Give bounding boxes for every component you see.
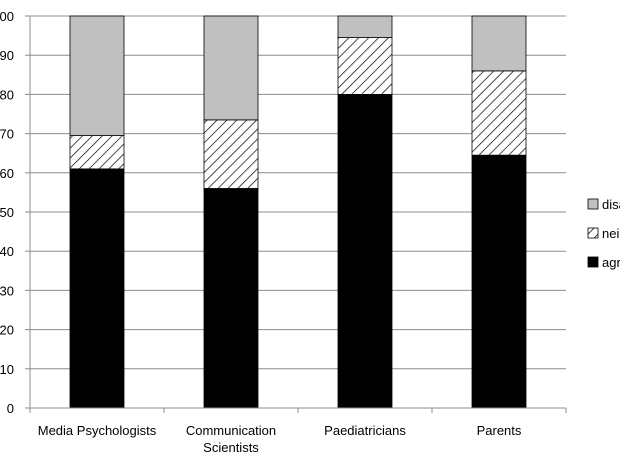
y-tick-label: 40 [0,244,14,259]
legend-label: nei [602,226,619,241]
y-tick-label: 70 [0,127,14,142]
y-tick-label: 20 [0,323,14,338]
bar-segment-nei [203,119,259,189]
bar-segment-agr [471,154,527,409]
bar-segment-disa [69,15,125,136]
bar-segment-agr [337,94,393,409]
legend-label: agr [602,255,620,270]
legend-label: disa [602,197,620,212]
category-label: Scientists [203,440,259,455]
y-tick-label: 0 [7,401,14,416]
bar-segment-agr [203,188,259,409]
category-label: Parents [477,423,522,438]
y-tick-label: 90 [0,48,14,63]
bar-segment-disa [337,15,393,38]
y-tick-labels: 0 10 20 30 40 50 60 70 80 90 100 [0,9,14,416]
bar-segment-disa [471,15,527,72]
bar-segment-nei [69,135,125,170]
y-tick-label: 10 [0,362,14,377]
y-tick-label: 30 [0,283,14,298]
y-tick-label: 80 [0,87,14,102]
axes [25,15,567,413]
y-tick-label: 100 [0,9,14,24]
category-labels: Media Psychologists Communication Scientis… [38,423,522,455]
bar-segment-nei [337,37,393,95]
bar-segment-agr [69,168,125,409]
legend-swatch-nei [587,227,599,239]
legend-swatch-disa [587,198,599,210]
bar-segment-nei [471,70,527,156]
bars [69,15,527,409]
bar-segment-disa [203,15,259,121]
category-label: Media Psychologists [38,423,157,438]
legend: disa nei agr [587,197,620,270]
category-label: Paediatricians [324,423,406,438]
y-tick-label: 60 [0,166,14,181]
category-label: Communication [186,423,276,438]
y-tick-label: 50 [0,205,14,220]
legend-swatch-agr [587,256,599,268]
